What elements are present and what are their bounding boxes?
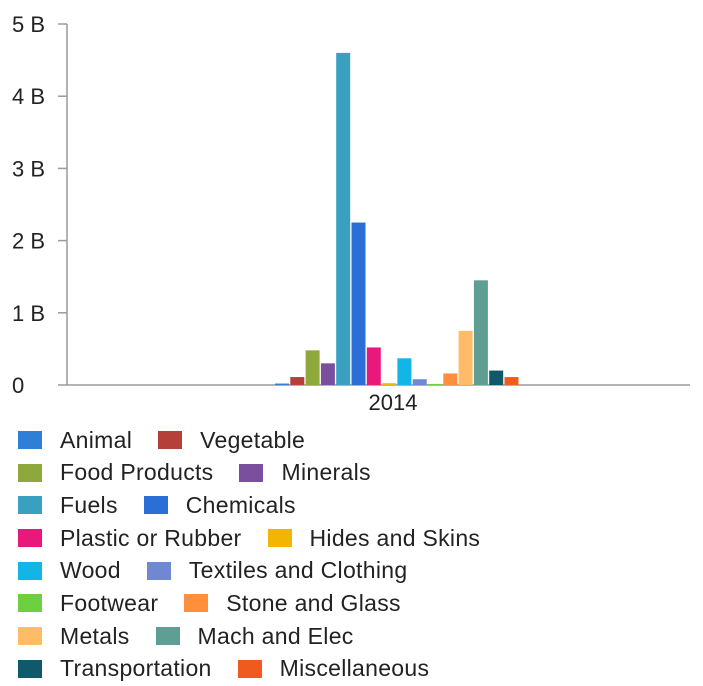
legend-swatch bbox=[18, 463, 42, 482]
bar-mach-and-elec[interactable] bbox=[473, 280, 488, 385]
legend-label: Mach and Elec bbox=[197, 622, 354, 649]
legend-item[interactable]: Miscellaneous bbox=[237, 653, 430, 685]
legend-item[interactable]: Fuels bbox=[18, 489, 118, 521]
bar-footwear[interactable] bbox=[428, 383, 442, 386]
bar-wood[interactable] bbox=[397, 358, 412, 385]
legend-swatch bbox=[267, 529, 292, 548]
legend-row: Transportation Miscellaneous bbox=[18, 653, 703, 686]
legend-row: Wood Textiles and Clothing bbox=[18, 555, 703, 588]
legend-label: Textiles and Clothing bbox=[188, 557, 408, 584]
legend-swatch bbox=[143, 496, 168, 515]
legend-row: Plastic or Rubber Hides and Skins bbox=[18, 522, 703, 555]
legend-label: Food Products bbox=[60, 459, 214, 486]
legend-row: Food Products Minerals bbox=[18, 457, 703, 490]
legend-label: Miscellaneous bbox=[279, 655, 430, 682]
legend-item[interactable]: Transportation bbox=[18, 653, 212, 685]
legend-item[interactable]: Mach and Elec bbox=[155, 620, 354, 652]
legend-swatch bbox=[18, 431, 42, 449]
legend-row: Fuels Chemicals bbox=[18, 489, 703, 522]
bar-miscellaneous[interactable] bbox=[504, 377, 519, 385]
y-tick-label: 2 B bbox=[12, 229, 45, 254]
bar-transportation[interactable] bbox=[489, 370, 504, 385]
legend-swatch bbox=[158, 431, 183, 449]
legend-swatch bbox=[18, 496, 42, 515]
legend-label: Hides and Skins bbox=[309, 524, 481, 551]
legend-item[interactable]: Food Products bbox=[18, 457, 213, 489]
legend-label: Animal bbox=[60, 426, 133, 453]
legend-swatch bbox=[18, 659, 42, 678]
legend-swatch bbox=[18, 529, 42, 548]
legend-label: Metals bbox=[60, 622, 130, 649]
legend: Animal Vegetable Food Products Minerals Fuel… bbox=[18, 424, 703, 686]
bar-chemicals[interactable] bbox=[351, 222, 366, 385]
y-tick-label: 1 B bbox=[12, 301, 45, 326]
legend-item[interactable]: Hides and Skins bbox=[267, 522, 481, 554]
bar-textiles-and-clothing[interactable] bbox=[412, 379, 427, 385]
bar-food-products[interactable] bbox=[305, 350, 320, 385]
y-tick-label: 4 B bbox=[12, 84, 45, 109]
legend-item[interactable]: Textiles and Clothing bbox=[146, 555, 408, 587]
bar-vegetable[interactable] bbox=[290, 377, 305, 385]
legend-item[interactable]: Animal bbox=[18, 424, 132, 456]
legend-item[interactable]: Plastic or Rubber bbox=[18, 522, 242, 554]
legend-label: Wood bbox=[60, 557, 121, 584]
bar-fuels[interactable] bbox=[336, 52, 351, 385]
legend-item[interactable]: Footwear bbox=[18, 587, 158, 619]
legend-label: Fuels bbox=[60, 491, 118, 518]
y-tick-label: 0 bbox=[12, 373, 24, 398]
legend-swatch bbox=[239, 463, 264, 482]
bar-minerals[interactable] bbox=[320, 363, 335, 385]
legend-label: Footwear bbox=[60, 589, 159, 616]
legend-item[interactable]: Vegetable bbox=[158, 424, 305, 456]
legend-label: Chemicals bbox=[185, 491, 296, 518]
legend-swatch bbox=[146, 561, 171, 580]
y-tick-label: 5 B bbox=[12, 12, 45, 37]
y-tick-label: 3 B bbox=[12, 156, 45, 181]
y-axis: 0 1 B 2 B 3 B 4 B 5 B bbox=[12, 12, 68, 398]
legend-swatch bbox=[184, 594, 209, 613]
legend-row: Animal Vegetable bbox=[18, 424, 703, 457]
bars bbox=[275, 52, 519, 386]
x-tick-label: 2014 bbox=[369, 390, 418, 415]
legend-label: Minerals bbox=[281, 459, 371, 486]
chart-plot: 0 1 B 2 B 3 B 4 B 5 B 2014 bbox=[12, 12, 690, 415]
legend-label: Transportation bbox=[60, 655, 212, 682]
legend-swatch bbox=[18, 594, 42, 613]
legend-item[interactable]: Stone and Glass bbox=[184, 587, 401, 619]
legend-label: Plastic or Rubber bbox=[60, 524, 242, 551]
legend-swatch bbox=[237, 659, 262, 678]
bar-metals[interactable] bbox=[458, 330, 473, 385]
legend-label: Stone and Glass bbox=[226, 589, 401, 616]
legend-item[interactable]: Minerals bbox=[239, 457, 370, 489]
legend-swatch bbox=[18, 561, 42, 580]
bar-hides-and-skins[interactable] bbox=[382, 383, 397, 385]
bar-stone-and-glass[interactable] bbox=[443, 373, 458, 385]
legend-item[interactable]: Metals bbox=[18, 620, 130, 652]
bar-plastic-or-rubber[interactable] bbox=[366, 347, 381, 385]
legend-swatch bbox=[18, 627, 42, 646]
legend-label: Vegetable bbox=[200, 426, 306, 453]
bar-animal[interactable] bbox=[275, 383, 289, 386]
legend-row: Metals Mach and Elec bbox=[18, 620, 703, 653]
legend-swatch bbox=[155, 627, 180, 646]
legend-row: Footwear Stone and Glass bbox=[18, 587, 703, 620]
legend-item[interactable]: Chemicals bbox=[143, 489, 296, 521]
legend-item[interactable]: Wood bbox=[18, 555, 121, 587]
